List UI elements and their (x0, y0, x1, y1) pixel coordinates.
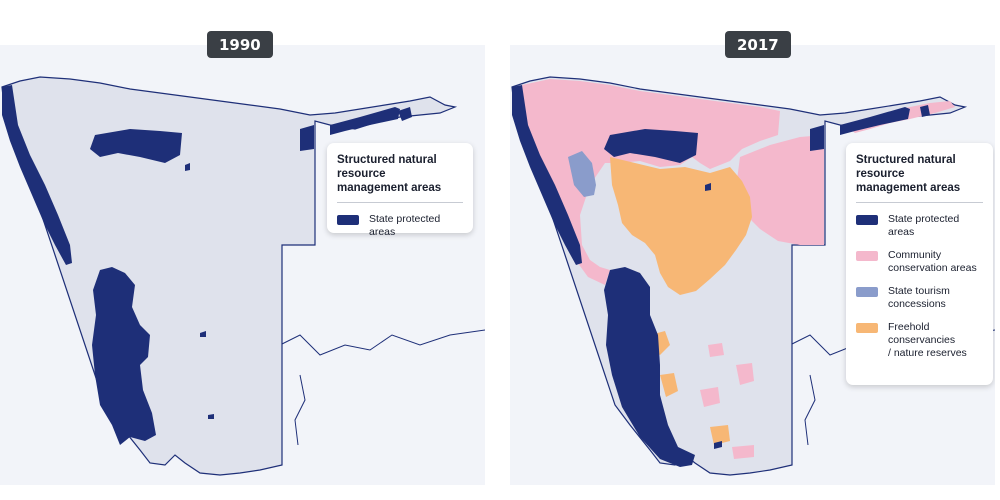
swatch-state-tourism (856, 287, 878, 297)
legend-item-state-protected: State protected areas (856, 213, 983, 239)
legend-item-state-tourism: State tourism concessions (856, 285, 983, 311)
freehold-conservancies-central (610, 157, 752, 295)
freehold-conservancies-south-2 (660, 373, 678, 397)
protected-area-etosha (604, 129, 698, 163)
state-tourism-concession (568, 151, 596, 197)
legend-2017: Structured natural resource management a… (846, 143, 993, 385)
legend-title: Structured natural resource management a… (337, 153, 463, 203)
community-conservancy-south-4 (732, 445, 754, 459)
protected-area-small-1 (185, 163, 190, 171)
protected-area-caprivi-west (810, 125, 824, 151)
swatch-community-conservation (856, 251, 878, 261)
protected-area-etosha (90, 129, 182, 163)
protected-area-caprivi-strip (840, 107, 910, 135)
legend-1990: Structured natural resource management a… (327, 143, 473, 238)
protected-area-caprivi-west (300, 125, 314, 151)
legend-label: State protected areas (369, 213, 441, 238)
community-conservancy-northwest (522, 79, 780, 285)
swatch-state-protected (856, 215, 878, 225)
legend-label: State protected areas (888, 213, 960, 238)
community-conservancy-central (735, 135, 824, 245)
year-badge-2017: 2017 (725, 31, 791, 58)
freehold-conservancies-south-3 (710, 425, 730, 445)
protected-area-caprivi-east (398, 107, 412, 121)
neighbor-border-line-2 (804, 374, 816, 446)
year-badge-1990: 1990 (207, 31, 273, 58)
swatch-state-protected (337, 215, 359, 225)
map-panel-1990: Structured natural resource management a… (0, 45, 485, 485)
protected-area-skeleton-coast (512, 85, 582, 265)
legend-label: Freehold conservancies / nature reserves (888, 321, 967, 359)
protected-area-small-3 (208, 414, 214, 419)
namibia-map-1990 (1, 76, 485, 476)
swatch-freehold (856, 323, 878, 333)
protected-area-small-2 (714, 441, 722, 449)
protected-area-small-1 (705, 183, 711, 191)
neighbor-border-line (279, 329, 485, 356)
protected-area-caprivi-strip (330, 107, 400, 135)
protected-area-small-2 (200, 331, 206, 337)
legend-label: State tourism concessions (888, 285, 950, 310)
protected-area-namib (604, 267, 695, 467)
protected-area-namib (92, 267, 156, 445)
country-shape (1, 76, 458, 476)
community-conservancy-south-2 (736, 363, 754, 385)
map-panel-2017: Structured natural resource management a… (510, 45, 995, 485)
community-conservancy-south-1 (708, 343, 724, 357)
protected-area-skeleton-coast (2, 85, 72, 265)
protected-area-caprivi-east (920, 105, 930, 117)
legend-label: Community conservation areas (888, 249, 977, 274)
legend-item-community-conservation: Community conservation areas (856, 249, 983, 275)
neighbor-border-line-2 (294, 374, 306, 446)
namibia-map-2017 (511, 76, 995, 476)
legend-item-freehold: Freehold conservancies / nature reserves (856, 321, 983, 360)
legend-title: Structured natural resource management a… (856, 153, 983, 203)
community-conservancy-south-3 (700, 387, 720, 407)
legend-item-state-protected: State protected areas (337, 213, 463, 239)
